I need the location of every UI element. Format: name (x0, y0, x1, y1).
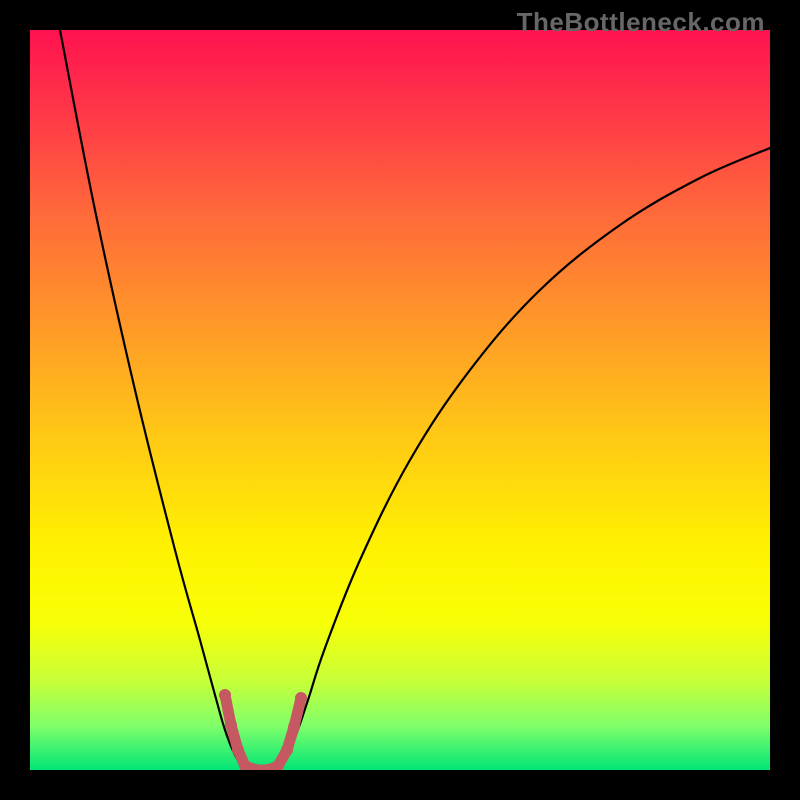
chart-frame: TheBottleneck.com (0, 0, 800, 800)
plot-background-gradient (30, 30, 770, 770)
chart-svg (0, 0, 800, 800)
watermark-text: TheBottleneck.com (517, 7, 765, 38)
